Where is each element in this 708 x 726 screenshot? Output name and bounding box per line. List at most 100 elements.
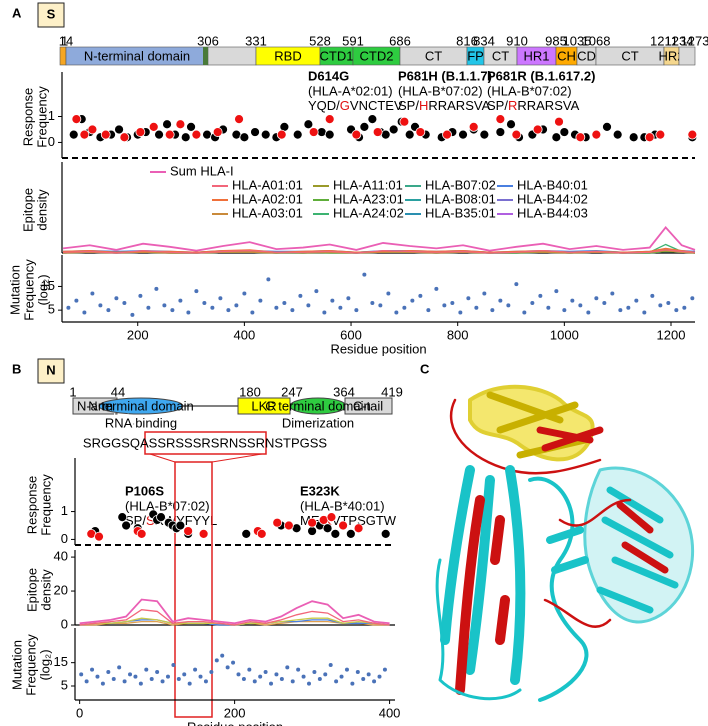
x-tick-label: 800: [447, 327, 469, 342]
data-point: [634, 298, 639, 303]
y-axis-label: (log₂): [37, 649, 52, 680]
data-point: [106, 308, 111, 313]
data-point: [546, 305, 551, 310]
data-point: [506, 303, 511, 308]
domain-label: LKR: [251, 398, 276, 413]
data-point: [178, 298, 183, 303]
y-axis-label: density: [38, 569, 53, 611]
boundary-label: 247: [281, 384, 303, 399]
data-point: [191, 129, 202, 140]
data-point: [330, 298, 335, 303]
domain-segment: [207, 46, 257, 66]
sequence-part: RRARSVA: [428, 98, 490, 113]
data-point: [306, 681, 311, 686]
legend-label: HLA-A24:02: [333, 205, 404, 220]
annotation-title: D614G: [308, 68, 349, 83]
data-point: [330, 528, 341, 539]
data-point: [138, 681, 143, 686]
x-axis-label: Residue position: [187, 719, 283, 726]
data-point: [591, 129, 602, 140]
annotation-hla: (HLA-B*07:02): [125, 498, 210, 513]
data-point: [354, 308, 359, 313]
sequence-part: YQD/: [308, 98, 340, 113]
data-point: [674, 308, 679, 313]
data-point: [138, 293, 143, 298]
data-point: [154, 286, 159, 291]
series-line: [79, 598, 390, 625]
data-point: [135, 127, 146, 137]
data-point: [586, 310, 591, 315]
data-point: [171, 663, 176, 667]
domain-label: CTD1: [320, 48, 354, 63]
data-point: [183, 526, 194, 536]
protein-structure: [435, 384, 695, 702]
data-point: [117, 512, 128, 523]
data-point: [301, 674, 306, 679]
boundary-label: 44: [111, 384, 125, 399]
boundary-label: 985: [545, 33, 567, 48]
data-point: [209, 670, 214, 674]
zoom-line: [211, 453, 263, 463]
data-point: [203, 679, 208, 684]
x-tick-label: 600: [340, 327, 362, 342]
data-point: [117, 665, 122, 670]
data-point: [218, 296, 223, 301]
boundary-label: 1: [69, 384, 76, 399]
data-point: [418, 293, 423, 298]
lkr-highlight: [174, 461, 213, 718]
annotation-sequence: SP/HRRARSVA: [398, 98, 491, 113]
y-axis-label: Frequency: [38, 474, 53, 536]
data-point: [426, 308, 431, 313]
domain-sublabel: RNA binding: [105, 415, 177, 430]
legend-label: HLA-B44:02: [517, 191, 588, 206]
data-point: [394, 310, 399, 315]
data-point: [121, 520, 132, 531]
legend-label: HLA-A03:01: [232, 205, 303, 220]
data-point: [328, 663, 333, 667]
boundary-label: 910: [506, 33, 528, 48]
sequence-part: S: [146, 513, 155, 528]
data-point: [644, 132, 655, 143]
data-point: [186, 121, 196, 132]
data-point: [133, 674, 138, 679]
sequence-part: G: [340, 98, 350, 113]
data-point: [128, 672, 133, 677]
data-point: [514, 282, 519, 287]
annotation-hla: (HLA-B*07:02): [487, 83, 572, 98]
domain-label: N-terminal domain: [84, 48, 190, 63]
data-point: [466, 296, 471, 301]
boundary-label: 591: [342, 33, 364, 48]
panel-label: C: [420, 361, 430, 376]
data-point: [66, 305, 71, 310]
data-point: [308, 127, 319, 137]
data-point: [241, 528, 252, 539]
data-point: [290, 679, 295, 684]
domain-segment: [203, 47, 208, 65]
domain-label: CD: [577, 48, 596, 63]
data-point: [90, 291, 95, 296]
y-tick-label: 5: [61, 677, 68, 692]
domain-segment: [344, 397, 393, 415]
boundary-label: 1273: [681, 33, 708, 48]
domain-label: RBD: [274, 48, 301, 63]
data-point: [367, 114, 378, 124]
data-point: [234, 303, 239, 308]
annotation-title: P681R (B.1.617.2): [487, 68, 595, 83]
data-point: [399, 116, 410, 127]
data-point: [256, 528, 267, 539]
domain-label: CT: [492, 48, 509, 63]
data-point: [274, 672, 279, 677]
data-point: [283, 520, 294, 531]
data-point: [351, 129, 362, 140]
data-point: [146, 305, 151, 310]
legend-label: HLA-B40:01: [517, 177, 588, 192]
data-point: [100, 681, 105, 686]
data-point: [323, 672, 328, 677]
boundary-label: 1234: [665, 33, 694, 48]
data-point: [366, 672, 371, 677]
legend-label: HLA-A11:01: [333, 177, 403, 192]
data-point: [312, 670, 317, 674]
y-axis-label: (log₂): [35, 274, 50, 305]
data-point: [79, 129, 90, 140]
